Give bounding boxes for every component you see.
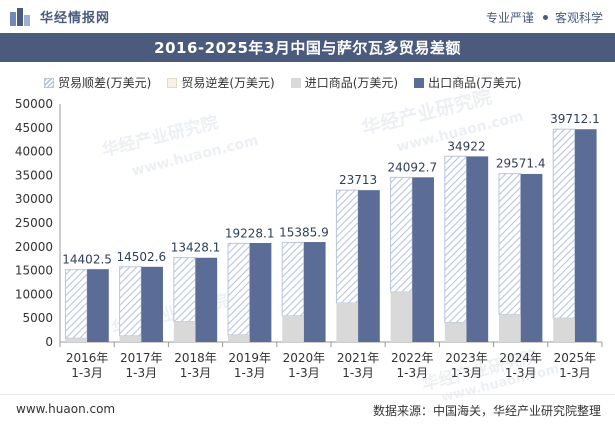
y-tick-label: 25000 bbox=[15, 216, 53, 230]
bar-trade-surplus bbox=[227, 242, 251, 336]
legend-label: 贸易逆差(万美元) bbox=[181, 76, 275, 90]
bars-group bbox=[64, 128, 597, 342]
bar-import bbox=[173, 321, 196, 342]
x-tick-label: 2025年 1-3月 bbox=[554, 351, 597, 380]
bar-export bbox=[358, 190, 380, 342]
legend-label: 出口商品(万美元) bbox=[428, 76, 522, 90]
y-tick-label: 45000 bbox=[15, 121, 53, 135]
bar-export bbox=[141, 266, 163, 342]
bar-trade-surplus bbox=[119, 266, 142, 337]
x-tick-label: 2016年 1-3月 bbox=[66, 351, 109, 380]
footer-website-link[interactable]: www.huaon.com bbox=[16, 402, 116, 416]
bar-trade-surplus bbox=[552, 128, 576, 319]
bar-import bbox=[444, 322, 467, 342]
legend-item-surplus[interactable]: 贸易顺差(万美元) bbox=[44, 74, 151, 91]
bar-export bbox=[466, 156, 489, 342]
x-tick-label: 2024年 1-3月 bbox=[499, 351, 542, 380]
brand-logo[interactable]: 华经情报网 bbox=[10, 7, 110, 26]
bar-trade-surplus bbox=[64, 269, 88, 339]
bar-import bbox=[499, 314, 521, 342]
labels-group: 14402.5 14502.6 13428.1 19228.1 15385.9 23713… bbox=[62, 112, 599, 266]
surplus-data-label: 24092.7 bbox=[387, 160, 437, 174]
bar-export bbox=[520, 173, 543, 342]
tagline-professional: 专业严谨 bbox=[485, 11, 534, 25]
bar-import bbox=[65, 338, 88, 342]
x-tick-label: 2017年 1-3月 bbox=[120, 351, 163, 380]
y-tick-label: 15000 bbox=[15, 264, 53, 278]
surplus-data-label: 14502.6 bbox=[116, 250, 166, 264]
surplus-data-label: 14402.5 bbox=[62, 253, 112, 267]
bar-trade-surplus bbox=[444, 155, 468, 323]
y-tick-label: 0 bbox=[45, 335, 53, 349]
x-tick-label: 2022年 1-3月 bbox=[391, 351, 434, 380]
y-tick-label: 5000 bbox=[22, 311, 53, 325]
y-tick-label: 40000 bbox=[15, 145, 53, 159]
x-tick-label: 2020年 1-3月 bbox=[283, 351, 326, 380]
brand-name: 华经情报网 bbox=[40, 11, 111, 26]
y-tick-label: 30000 bbox=[15, 192, 53, 206]
bar-import bbox=[119, 335, 142, 342]
surplus-data-label: 29571.4 bbox=[496, 157, 546, 171]
title-bar: 2016-2025年3月中国与萨尔瓦多贸易差额 bbox=[0, 33, 615, 62]
bar-export bbox=[87, 269, 109, 342]
bar-import bbox=[553, 318, 575, 342]
bar-import bbox=[282, 315, 304, 342]
axis-group: 0 5000 10000 15000 20000 25000 30000 35000 40000… bbox=[15, 97, 603, 380]
bar-trade-surplus bbox=[498, 173, 522, 315]
legend-swatch-hatched bbox=[44, 77, 54, 88]
surplus-data-label: 13428.1 bbox=[171, 241, 221, 255]
surplus-data-label: 39712.1 bbox=[550, 112, 600, 126]
footer: www.huaon.com 数据来源：中国海关，华经产业研究院整理 bbox=[0, 394, 615, 427]
bar-trade-surplus bbox=[281, 242, 305, 317]
surplus-data-label: 34922 bbox=[447, 139, 485, 153]
bar-trade-surplus bbox=[335, 189, 359, 304]
logo-icon bbox=[10, 7, 32, 26]
x-tick-label: 2019年 1-3月 bbox=[228, 351, 271, 380]
legend-swatch-light bbox=[167, 77, 178, 88]
bar-import bbox=[228, 334, 250, 342]
footer-data-source: 数据来源：中国海关，华经产业研究院整理 bbox=[372, 404, 601, 418]
taglines: 专业严谨 客观科学 bbox=[486, 9, 603, 26]
bar-trade-surplus bbox=[390, 176, 413, 293]
bar-export bbox=[303, 242, 326, 342]
legend-swatch-gray bbox=[290, 77, 301, 88]
tagline-objective: 客观科学 bbox=[554, 11, 603, 25]
y-tick-label: 20000 bbox=[15, 240, 53, 254]
y-tick-label: 35000 bbox=[15, 168, 53, 182]
bar-import bbox=[390, 292, 413, 342]
chart-title: 2016-2025年3月中国与萨尔瓦多贸易差额 bbox=[154, 39, 461, 57]
x-tick-label: 2021年 1-3月 bbox=[337, 351, 380, 380]
surplus-data-label: 15385.9 bbox=[279, 226, 329, 240]
chart-legend: 贸易顺差(万美元) 贸易逆差(万美元) 进口商品(万美元) 出口商品(万美元) bbox=[44, 74, 538, 91]
surplus-data-label: 19228.1 bbox=[225, 226, 275, 240]
legend-item-deficit[interactable]: 贸易逆差(万美元) bbox=[167, 74, 275, 91]
y-tick-label: 50000 bbox=[15, 97, 53, 111]
top-header: 华经情报网 专业严谨 客观科学 bbox=[0, 0, 615, 32]
x-tick-label: 2023年 1-3月 bbox=[445, 351, 488, 380]
bar-export bbox=[574, 129, 597, 342]
bar-trade-surplus bbox=[173, 257, 197, 323]
bar-import bbox=[336, 302, 359, 342]
bar-export bbox=[412, 177, 434, 342]
y-tick-label: 10000 bbox=[15, 287, 53, 301]
x-tick-label: 2018年 1-3月 bbox=[174, 351, 217, 380]
legend-swatch-navy bbox=[414, 77, 425, 88]
bar-export bbox=[249, 242, 272, 342]
legend-item-import[interactable]: 进口商品(万美元) bbox=[290, 74, 399, 91]
legend-label: 进口商品(万美元) bbox=[304, 76, 399, 90]
dot-separator-icon bbox=[542, 15, 548, 20]
legend-label: 贸易顺差(万美元) bbox=[58, 76, 152, 90]
surplus-data-label: 23713 bbox=[339, 173, 377, 187]
legend-item-export[interactable]: 出口商品(万美元) bbox=[414, 74, 522, 91]
bar-export bbox=[195, 257, 218, 342]
